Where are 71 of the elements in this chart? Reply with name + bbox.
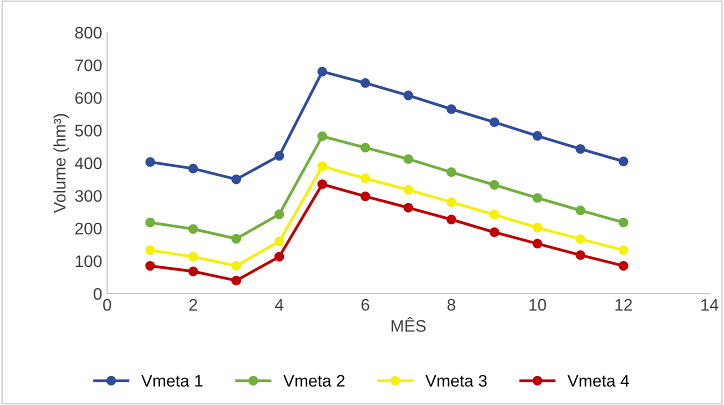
point [403,90,414,100]
point [576,144,586,154]
x-axis-title: MÊS [392,317,426,332]
point [360,78,370,88]
point [145,157,156,167]
point [274,252,284,262]
point [446,104,456,114]
point [188,224,198,234]
y-tick-label: 0 [94,288,102,300]
point [576,234,586,244]
point [360,191,370,202]
point [145,218,156,228]
point [274,209,284,220]
point [403,202,414,213]
y-tick-label: 600 [75,92,102,104]
y-axis-title: Volume (hm³) [53,114,69,213]
point [231,174,242,184]
point [145,261,156,271]
y-tick-label: 800 [75,26,102,39]
point [618,245,628,256]
point [576,250,586,260]
point [188,266,198,276]
x-tick-label: 8 [447,298,456,311]
point [446,197,456,208]
x-tick-label: 6 [362,298,370,311]
point [490,180,500,190]
point [532,131,542,141]
y-tick-label: 400 [74,157,102,170]
point [618,261,628,271]
x-tick-label: 2 [189,298,198,311]
point [188,252,198,262]
legend-label: Vmeta 4 [567,375,629,387]
point [317,161,328,172]
x-tick-label: 10 [529,298,546,311]
point [490,117,500,128]
point [145,245,156,256]
point [274,236,284,246]
point [317,66,328,76]
x-tick-label: 4 [275,299,284,311]
point [231,276,242,286]
y-tick-label: 200 [75,222,102,235]
point [403,184,414,195]
point [403,154,414,164]
y-tick-label: 300 [75,190,102,202]
point [317,131,328,142]
legend-label: Vmeta 2 [283,374,344,387]
point [231,234,242,244]
point [490,210,500,220]
point [231,261,242,271]
x-tick-label: 12 [615,298,632,311]
point [360,174,370,184]
x-tick-label: 0 [103,298,112,311]
x-tick-label: 14 [702,299,718,311]
point [532,222,542,233]
point [532,238,542,249]
point [576,206,586,216]
y-tick-label: 700 [75,59,102,72]
point [618,218,628,228]
point [618,156,628,166]
point [317,179,328,190]
point [532,193,542,203]
point [446,167,456,178]
point [188,164,198,174]
point [446,214,456,224]
y-tick-label: 500 [75,124,102,137]
point [274,150,284,161]
point [360,142,370,153]
y-tick-label: 100 [76,255,102,268]
legend-label: Vmeta 1 [141,375,202,387]
point [490,227,500,238]
legend-label: Vmeta 3 [425,374,487,387]
